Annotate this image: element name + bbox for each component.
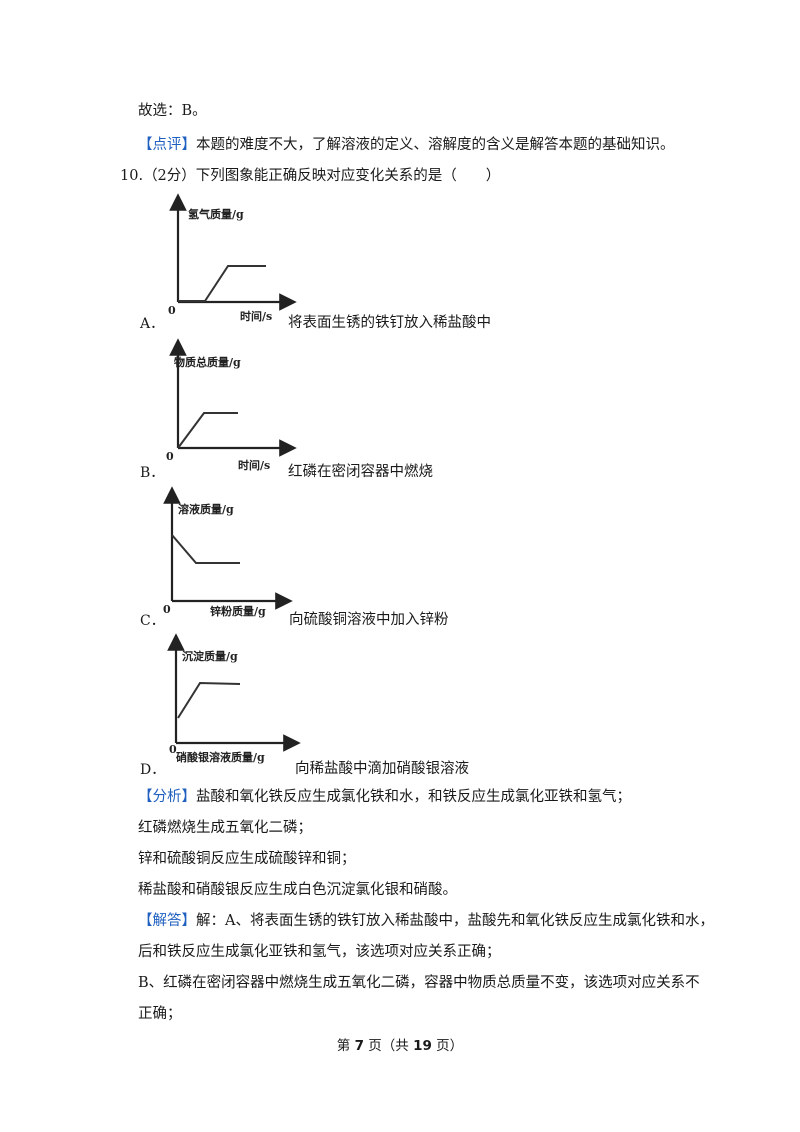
question-stem: 10.（2分）下列图象能正确反映对应变化关系的是（ ） xyxy=(120,166,500,186)
option-d-letter: D． xyxy=(140,762,166,778)
curve-c xyxy=(171,534,240,564)
solution-line-1: 【解答】解：A、将表面生锈的铁钉放入稀盐酸中，盐酸先和氧化铁反应生成氯化铁和水， xyxy=(138,911,714,931)
footer-suffix: 页） xyxy=(431,1038,464,1054)
graph-b: 物质总质量/g 时间/s 0 xyxy=(166,338,297,472)
curve-a xyxy=(178,265,266,302)
question-number: 10. xyxy=(120,168,144,184)
comment-line: 【点评】本题的难度不大，了解溶液的定义、溶解度的含义是解答本题的基础知识。 xyxy=(138,135,675,155)
analysis-text: 盐酸和氧化铁反应生成氯化铁和水，和铁反应生成氯化亚铁和氢气； xyxy=(196,789,631,805)
analysis-line-1: 【分析】盐酸和氧化铁反应生成氯化铁和水，和铁反应生成氯化亚铁和氢气； xyxy=(138,787,631,807)
analysis-line-3: 锌和硫酸铜反应生成硫酸锌和铜； xyxy=(138,851,356,867)
option-a-caption: 将表面生锈的铁钉放入稀盐酸中 xyxy=(288,315,491,331)
graph-a: 氢气质量/g 时间/s 0 xyxy=(168,193,297,323)
solution-line-3: B、红磷在密闭容器中燃烧生成五氧化二磷，容器中物质总质量不变，该选项对应关系不 xyxy=(138,975,700,991)
origin-label: 0 xyxy=(169,743,177,756)
solution-line-4: 正确； xyxy=(138,1006,182,1022)
option-c-caption: 向硫酸铜溶液中加入锌粉 xyxy=(289,612,449,628)
y-axis-label: 氢气质量/g xyxy=(188,207,244,221)
option-b-letter: B． xyxy=(140,465,165,481)
origin-label: 0 xyxy=(168,304,176,317)
page-footer: 第 7 页（共 19 页） xyxy=(0,1034,800,1054)
graph-d: 沉淀质量/g 硝酸银溶液质量/g 0 xyxy=(167,633,301,764)
solution-text: 解：A、将表面生锈的铁钉放入稀盐酸中，盐酸先和氧化铁反应生成氯化铁和水， xyxy=(196,913,714,929)
question-text: 下列图象能正确反映对应变化关系的是（ ） xyxy=(195,168,501,184)
analysis-line-2: 红磷燃烧生成五氧化二磷； xyxy=(138,820,312,836)
origin-label: 0 xyxy=(163,603,171,616)
x-axis-label: 时间/s xyxy=(238,458,270,472)
curve-d xyxy=(177,681,241,719)
curve-b xyxy=(177,412,238,449)
question-points: （2分） xyxy=(143,168,196,184)
footer-middle: 页（共 xyxy=(364,1038,414,1054)
option-c-letter: C． xyxy=(140,613,165,629)
solution-tag: 【解答】 xyxy=(138,913,196,929)
graph-c: 溶液质量/g 锌粉质量/g 0 xyxy=(163,486,293,618)
y-axis-label: 物质总质量/g xyxy=(174,355,241,369)
comment-tag: 【点评】 xyxy=(138,137,196,153)
y-axis-label: 沉淀质量/g xyxy=(182,649,238,663)
option-a-letter: A． xyxy=(140,316,165,332)
answer-line: 故选：B。 xyxy=(138,103,207,119)
y-axis-label: 溶液质量/g xyxy=(178,502,234,516)
x-axis-label: 锌粉质量/g xyxy=(210,604,266,618)
footer-prefix: 第 xyxy=(336,1038,355,1054)
analysis-tag: 【分析】 xyxy=(138,789,196,805)
origin-label: 0 xyxy=(166,450,174,463)
x-axis-label: 时间/s xyxy=(240,309,272,323)
option-d-caption: 向稀盐酸中滴加硝酸银溶液 xyxy=(295,761,469,777)
footer-total: 19 xyxy=(413,1038,432,1054)
solution-line-2: 后和铁反应生成氯化亚铁和氢气，该选项对应关系正确； xyxy=(138,944,501,960)
x-axis-label: 硝酸银溶液质量/g xyxy=(176,750,265,764)
analysis-line-4: 稀盐酸和硝酸银反应生成白色沉淀氯化银和硝酸。 xyxy=(138,882,457,898)
footer-page: 7 xyxy=(354,1038,364,1054)
option-b-caption: 红磷在密闭容器中燃烧 xyxy=(288,464,433,480)
comment-text: 本题的难度不大，了解溶液的定义、溶解度的含义是解答本题的基础知识。 xyxy=(196,137,675,153)
